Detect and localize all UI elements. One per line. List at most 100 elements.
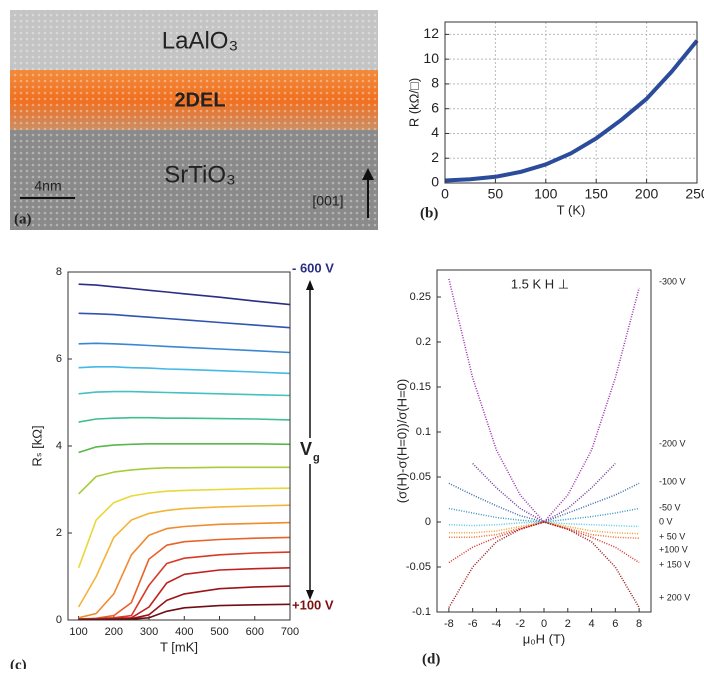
y-tick-label: 0 [425, 516, 431, 528]
x-tick-label: -4 [492, 618, 502, 630]
x-tick-label: 6 [612, 618, 618, 630]
x-tick-label: 8 [636, 618, 642, 630]
y-tick-label: 0.25 [410, 291, 431, 303]
y-tick-label: 12 [423, 25, 439, 41]
y-tick-label: 6 [56, 353, 62, 365]
series-line [78, 536, 291, 620]
annotation: +100 V [292, 597, 334, 612]
x-tick-label: 2 [565, 618, 571, 630]
annotation: V [300, 439, 312, 459]
series-line [77, 504, 291, 608]
x-axis-label: μ₀H (T) [523, 631, 566, 646]
x-tick-label: -8 [444, 618, 454, 630]
series-line [78, 416, 291, 423]
series-line [472, 462, 616, 523]
series-line [444, 39, 699, 183]
x-tick-label: 500 [210, 626, 228, 638]
panel-label: (c) [10, 657, 27, 669]
panel-label: (b) [420, 205, 438, 221]
y-tick-label: 0 [431, 174, 439, 190]
x-tick-label: 250 [685, 186, 704, 202]
series-line [448, 507, 640, 523]
x-tick-label: 100 [69, 626, 87, 638]
annotation: 1.5 K H ⊥ [511, 276, 569, 291]
y-tick-label: 0.2 [416, 336, 431, 348]
series-line [78, 466, 290, 495]
y-axis-label: R (kΩ/□) [406, 78, 421, 127]
x-tick-label: 50 [488, 186, 504, 202]
series-line [78, 283, 291, 306]
panel-label: (d) [422, 651, 440, 667]
series-line [448, 521, 640, 608]
y-axis-label: Rₛ [kΩ] [29, 425, 44, 466]
series-label: -50 V [659, 502, 681, 512]
y-tick-label: -0.05 [406, 561, 431, 573]
layer-label: SrTiO₃ [164, 161, 236, 188]
y-tick-label: 8 [56, 266, 62, 278]
y-tick-label: 10 [423, 50, 439, 66]
layer-label: LaAlO₃ [162, 27, 238, 54]
series-label: -300 V [659, 276, 686, 286]
series-line [448, 521, 640, 564]
arrow-head [362, 168, 374, 180]
series-label: -100 V [659, 476, 686, 486]
tem-image: LaAlO₃ 2DEL SrTiO₃ 4nm [001] (a) [10, 10, 378, 230]
plot-frame [436, 269, 652, 613]
series-line [78, 551, 291, 620]
x-tick-label: -2 [515, 618, 525, 630]
label-bg [296, 438, 324, 464]
series-line [78, 366, 291, 375]
x-tick-label: 0 [541, 618, 547, 630]
y-tick-label: 4 [56, 440, 62, 452]
y-tick-label: 0.05 [410, 471, 431, 483]
x-tick-label: 4 [588, 618, 594, 630]
series-line [448, 521, 640, 539]
y-tick-label: -0.1 [412, 606, 431, 618]
x-tick-label: 700 [281, 626, 299, 638]
x-tick-label: -6 [468, 618, 478, 630]
series-line [448, 278, 640, 523]
x-axis-label: T [mK] [160, 639, 198, 654]
x-tick-label: 400 [175, 626, 193, 638]
y-tick-label: 0.15 [410, 381, 431, 393]
series-line [78, 521, 291, 619]
series-line [78, 443, 291, 454]
x-tick-label: 100 [534, 186, 558, 202]
series-line [77, 487, 291, 569]
x-tick-label: 200 [635, 186, 659, 202]
scale-label: 4nm [34, 178, 61, 194]
series-label: -200 V [659, 438, 686, 448]
y-tick-label: 2 [56, 527, 62, 539]
annotation: g [313, 452, 320, 464]
series-label: + 50 V [659, 531, 685, 541]
direction-label: [001] [312, 193, 343, 209]
series-line [78, 390, 291, 397]
x-tick-label: 300 [140, 626, 158, 638]
lattice [10, 10, 378, 230]
y-axis-label: (σ(H)-σ(H=0))/σ(H=0) [394, 379, 409, 503]
series-line [78, 585, 291, 621]
plot-frame [444, 21, 698, 184]
y-tick-label: 4 [431, 124, 439, 140]
panel-label: (a) [14, 211, 32, 227]
y-tick-label: 0 [56, 614, 62, 626]
series-label: + 200 V [659, 592, 690, 602]
y-tick-label: 8 [431, 75, 439, 91]
x-tick-label: 0 [441, 186, 449, 202]
x-tick-label: 150 [585, 186, 609, 202]
y-tick-label: 2 [431, 149, 439, 165]
x-tick-label: 200 [105, 626, 123, 638]
series-line [448, 521, 640, 535]
layer-label: 2DEL [174, 89, 225, 111]
series-line [78, 312, 291, 329]
x-tick-label: 600 [246, 626, 264, 638]
series-label: +100 V [659, 544, 688, 554]
x-axis-label: T (K) [557, 202, 586, 217]
y-tick-label: 6 [431, 99, 439, 115]
plot-frame [67, 271, 291, 621]
y-tick-label: 0.1 [416, 426, 431, 438]
series-line [78, 342, 291, 354]
series-line [448, 482, 640, 523]
series-label: 0 V [659, 516, 673, 526]
